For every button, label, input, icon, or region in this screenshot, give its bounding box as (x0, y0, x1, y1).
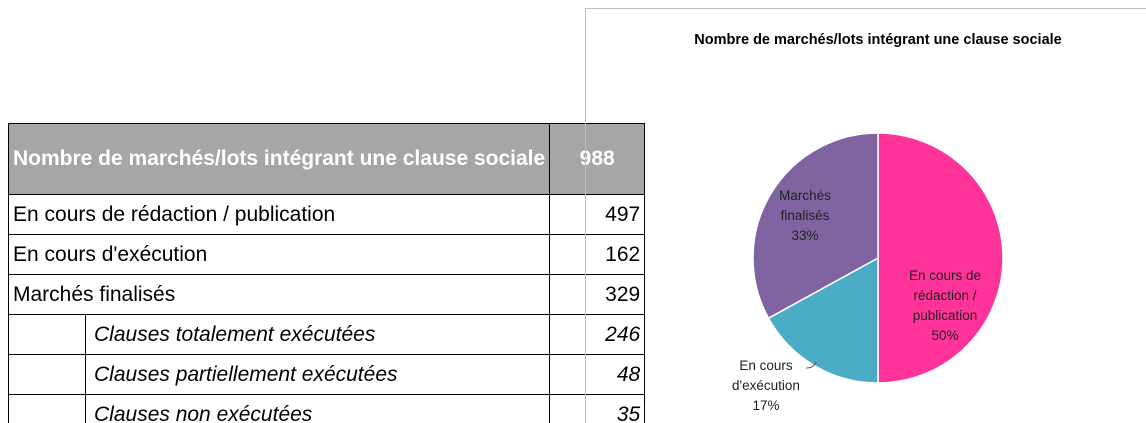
slice-category: Marchés finalisés (779, 188, 831, 223)
row-value: 497 (549, 194, 646, 235)
pie-slice (877, 132, 1004, 384)
row-label: Marchés finalisés (7, 274, 551, 315)
chart-frame (585, 8, 1146, 423)
pie-slice (767, 256, 879, 384)
slice-percent: 50% (931, 328, 959, 343)
row-label: En cours de rédaction / publication (7, 194, 551, 235)
row-label: En cours d'exécution (7, 234, 551, 275)
row-value: 329 (549, 274, 646, 315)
header-cell: Nombre de marchés/lots intégrant une cla… (7, 123, 551, 195)
pie-slice (752, 132, 879, 320)
sub-row: Clauses partiellement exécutées (7, 354, 551, 395)
sub-row: Clauses non exécutées (7, 394, 551, 423)
sub-row-label: Clauses totalement exécutées (94, 322, 376, 346)
summary-table: Nombre de marchés/lots intégrant une cla… (7, 123, 646, 423)
slice-label: Marchés finalisés 33% (770, 186, 840, 246)
slice-percent: 17% (752, 398, 780, 413)
leader-line (805, 361, 817, 369)
row-value: 162 (549, 234, 646, 275)
slice-label: En cours d'exécution 17% (724, 356, 808, 416)
sub-row-value: 35 (549, 394, 646, 423)
chart-title: Nombre de marchés/lots intégrant une cla… (694, 32, 1062, 48)
sub-row-label: Clauses non exécutées (94, 402, 313, 423)
sub-row-value: 48 (549, 354, 646, 395)
sub-row: Clauses totalement exécutées (7, 314, 551, 355)
slice-percent: 33% (791, 228, 819, 243)
slice-category: En cours d'exécution (732, 358, 800, 393)
slice-category: En cours de rédaction / publication (908, 268, 982, 323)
slice-label: En cours de rédaction / publication 50% (900, 266, 990, 346)
sub-row-label: Clauses partiellement exécutées (94, 362, 398, 386)
header-cell: 988 (549, 123, 646, 195)
